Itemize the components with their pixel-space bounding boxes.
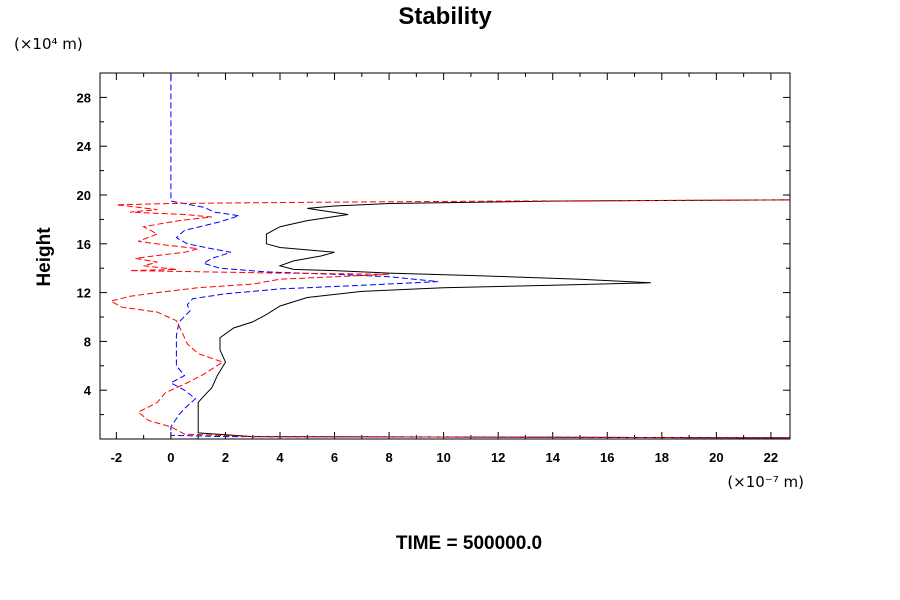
x-tick-label: 8	[385, 450, 392, 465]
plot-frame	[99, 72, 791, 440]
x-tick-label: 4	[276, 450, 284, 465]
x-tick-label: -2	[111, 450, 123, 465]
x-tick-label: 18	[655, 450, 669, 465]
y-axis-unit: (×10⁴ m)	[14, 35, 83, 53]
x-tick-label: 14	[545, 450, 560, 465]
series-line-2	[169, 75, 790, 439]
y-axis-label: Height	[34, 227, 55, 287]
y-tick-label: 4	[84, 383, 92, 398]
x-tick-label: 10	[436, 450, 450, 465]
y-tick-label: 24	[77, 139, 92, 154]
x-tick-label: 2	[222, 450, 229, 465]
y-tick-label: 16	[77, 237, 91, 252]
chart-title: Stability	[398, 3, 492, 30]
x-tick-label: 0	[167, 450, 174, 465]
y-tick-label: 8	[84, 334, 91, 349]
x-tick-label: 20	[709, 450, 723, 465]
y-tick-label: 28	[77, 90, 91, 105]
series-line-1	[197, 199, 790, 439]
x-tick-label: 12	[491, 450, 505, 465]
y-tick-label: 20	[77, 188, 91, 203]
x-tick-label: 22	[764, 450, 778, 465]
time-label: TIME = 500000.0	[396, 533, 542, 554]
x-axis-unit: (×10⁻⁷ m)	[727, 473, 804, 491]
y-tick-label: 12	[77, 286, 91, 301]
series-line-3	[109, 199, 790, 439]
x-tick-label: 16	[600, 450, 614, 465]
x-tick-label: 6	[331, 450, 338, 465]
